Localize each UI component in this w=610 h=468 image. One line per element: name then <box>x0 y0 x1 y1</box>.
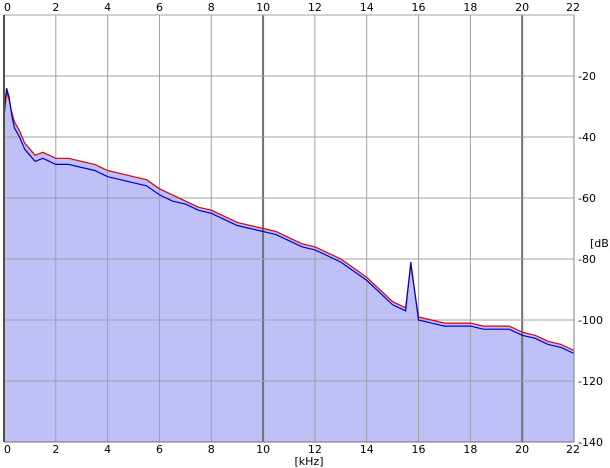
y-tick-label: -100 <box>578 314 603 327</box>
x-axis-label: [kHz] <box>295 455 324 468</box>
x-tick-label-bottom: 16 <box>412 443 426 456</box>
x-tick-label-top: 6 <box>156 1 163 14</box>
y-tick-label: -60 <box>578 192 596 205</box>
axis-layer <box>3 15 575 443</box>
x-tick-label-bottom: 18 <box>463 443 477 456</box>
y-tick-label: -140 <box>578 436 603 449</box>
y-tick-label: -120 <box>578 375 603 388</box>
y-tick-label: -80 <box>578 253 596 266</box>
x-tick-label-top: 2 <box>52 1 59 14</box>
series-line-2 <box>3 88 575 355</box>
x-tick-label-top: 18 <box>463 1 477 14</box>
y-tick-label: -40 <box>578 131 596 144</box>
series-line-1 <box>3 91 575 352</box>
y-tick-label: -20 <box>578 70 596 83</box>
spectrum-fill <box>4 88 574 442</box>
x-tick-label-top: 20 <box>515 1 529 14</box>
x-tick-label-top: 16 <box>412 1 426 14</box>
x-tick-label-bottom: 14 <box>360 443 374 456</box>
x-tick-label-bottom: 0 <box>4 443 11 456</box>
x-tick-label-bottom: 6 <box>156 443 163 456</box>
x-tick-label-bottom: 12 <box>308 443 322 456</box>
x-tick-label-bottom: 10 <box>256 443 270 456</box>
x-tick-label-bottom: 2 <box>52 443 59 456</box>
grid-layer <box>3 14 575 443</box>
x-tick-label-top: 4 <box>104 1 111 14</box>
x-tick-label-top: 0 <box>4 1 11 14</box>
spectrum-fill-layer <box>4 88 574 442</box>
x-tick-label-bottom: 4 <box>104 443 111 456</box>
x-tick-label-bottom: 22 <box>566 443 580 456</box>
x-tick-label-top: 8 <box>208 1 215 14</box>
series-layer <box>3 88 575 355</box>
x-tick-label-top: 12 <box>308 1 322 14</box>
y-axis-label: [dB] <box>590 237 610 250</box>
x-tick-label-bottom: 8 <box>208 443 215 456</box>
x-tick-label-bottom: 20 <box>515 443 529 456</box>
x-tick-label-top: 14 <box>360 1 374 14</box>
x-tick-label-top: 22 <box>566 1 580 14</box>
x-tick-label-top: 10 <box>256 1 270 14</box>
tick-label-layer: 00224466881010121214141616181820202222-2… <box>4 1 603 456</box>
